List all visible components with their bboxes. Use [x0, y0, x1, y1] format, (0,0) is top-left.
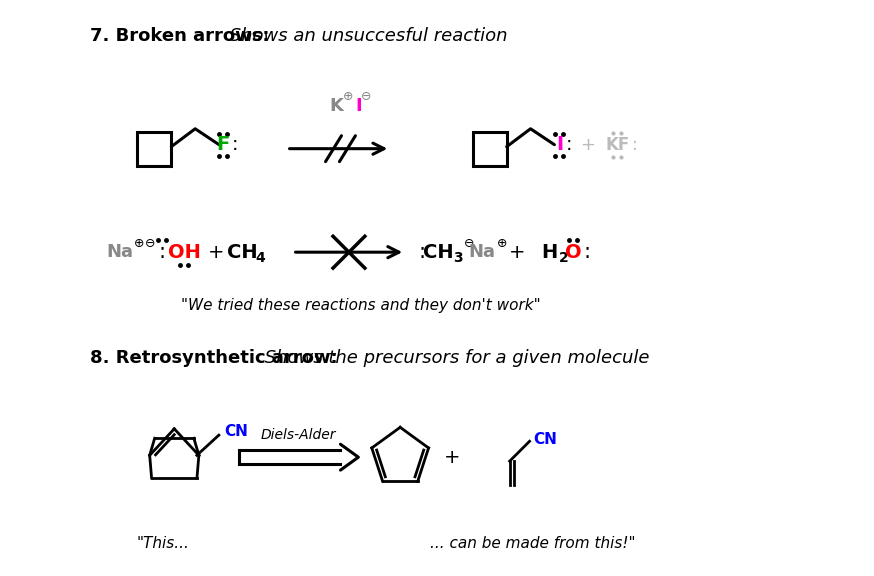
- Text: Diels-Alder: Diels-Alder: [261, 429, 336, 442]
- Text: 2: 2: [558, 251, 568, 265]
- Text: ⊖: ⊖: [145, 237, 156, 250]
- Text: Na: Na: [106, 243, 133, 261]
- Text: +: +: [444, 448, 461, 467]
- Text: "This...: "This...: [136, 536, 190, 551]
- Text: CN: CN: [533, 432, 558, 447]
- Text: ⊖: ⊖: [463, 237, 474, 250]
- Bar: [137, 132, 171, 165]
- Text: I: I: [556, 135, 563, 154]
- Text: CH: CH: [226, 242, 257, 262]
- Text: 8. Retrosynthetic arrow:: 8. Retrosynthetic arrow:: [90, 348, 337, 367]
- Bar: [473, 132, 507, 165]
- Text: I: I: [355, 97, 362, 115]
- Text: ⊖: ⊖: [361, 90, 371, 104]
- Text: Na: Na: [468, 243, 496, 261]
- Text: ... can be made from this!": ... can be made from this!": [430, 536, 635, 551]
- Text: ⊕: ⊕: [343, 90, 354, 104]
- Text: KF: KF: [605, 136, 629, 154]
- Text: K: K: [329, 97, 343, 115]
- Text: +: +: [208, 242, 225, 262]
- Text: :: :: [566, 135, 572, 154]
- Text: :: :: [584, 242, 591, 262]
- Text: O: O: [565, 242, 582, 262]
- Text: Shows the precursors for a given molecule: Shows the precursors for a given molecul…: [259, 348, 649, 367]
- Text: :: :: [632, 136, 638, 154]
- Text: "We tried these reactions and they don't work": "We tried these reactions and they don't…: [181, 298, 541, 313]
- Text: ⊕: ⊕: [496, 237, 507, 250]
- Text: :: :: [159, 242, 166, 262]
- Text: CH: CH: [423, 242, 454, 262]
- Text: Shows an unsuccesful reaction: Shows an unsuccesful reaction: [224, 27, 508, 46]
- Text: 7. Broken arrows:: 7. Broken arrows:: [90, 27, 269, 46]
- Text: 3: 3: [453, 251, 462, 265]
- Text: ⊕: ⊕: [135, 237, 145, 250]
- Text: F: F: [217, 135, 230, 154]
- Text: CN: CN: [225, 424, 248, 439]
- Text: :: :: [419, 242, 426, 262]
- Text: H: H: [541, 242, 558, 262]
- Text: OH: OH: [168, 242, 201, 262]
- Text: 4: 4: [255, 251, 265, 265]
- Text: +: +: [510, 242, 526, 262]
- Text: :: :: [232, 135, 239, 154]
- Text: +: +: [579, 136, 595, 154]
